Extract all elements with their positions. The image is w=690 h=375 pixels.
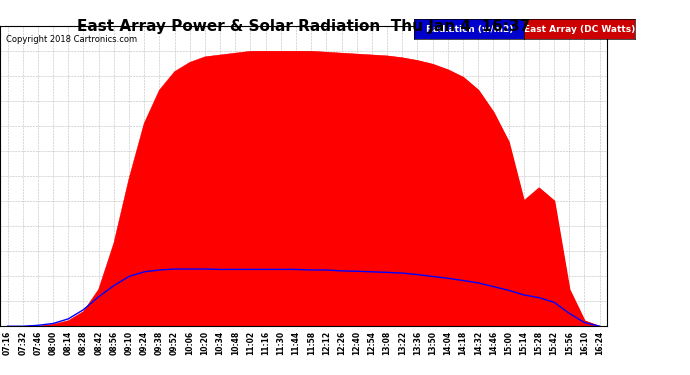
- Text: Radiation (w/m2): Radiation (w/m2): [426, 25, 513, 34]
- Text: Copyright 2018 Cartronics.com: Copyright 2018 Cartronics.com: [6, 35, 137, 44]
- Text: East Array Power & Solar Radiation  Thu Jan 4  16:37: East Array Power & Solar Radiation Thu J…: [77, 19, 530, 34]
- Text: East Array (DC Watts): East Array (DC Watts): [524, 25, 635, 34]
